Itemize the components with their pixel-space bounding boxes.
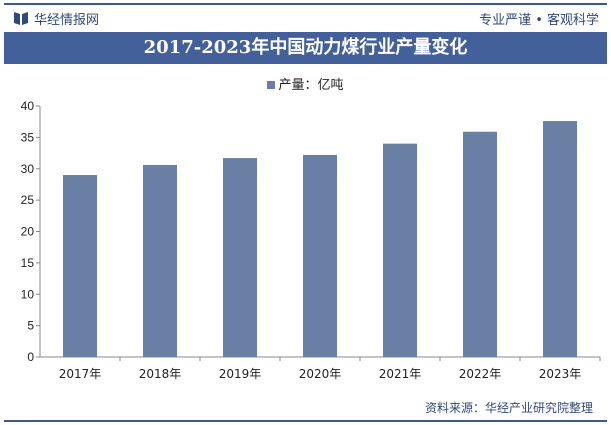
- y-tick-label: 25: [21, 193, 35, 207]
- legend-label: 产量：亿吨: [278, 78, 344, 93]
- x-tick-label: 2022年: [459, 367, 502, 381]
- bottom-rule: [4, 420, 607, 422]
- brand-name: 华经情报网: [34, 13, 100, 28]
- y-tick-label: 35: [21, 130, 35, 144]
- x-tick-label: 2019年: [219, 367, 262, 381]
- bar: [463, 131, 497, 357]
- x-tick-label: 2017年: [59, 367, 102, 381]
- bar: [543, 121, 577, 357]
- y-tick-label: 30: [21, 162, 35, 176]
- book-icon: [14, 12, 28, 25]
- x-tick-label: 2023年: [539, 367, 582, 381]
- chart-title: 2017-2023年中国动力煤行业产量变化: [4, 32, 607, 64]
- brand: 华经情报网: [14, 9, 99, 28]
- x-tick-label: 2020年: [299, 367, 342, 381]
- y-tick-label: 0: [27, 350, 34, 364]
- y-tick-label: 40: [21, 99, 35, 113]
- bar: [383, 143, 417, 357]
- bar: [63, 175, 97, 357]
- bar: [143, 164, 177, 357]
- slogan: 专业严谨 • 客观科学: [479, 13, 599, 28]
- y-tick-label: 20: [21, 225, 35, 239]
- y-tick-label: 15: [21, 256, 35, 270]
- y-tick-label: 5: [27, 319, 34, 333]
- bar: [223, 158, 257, 357]
- source-note: 资料来源：华经产业研究院整理: [424, 401, 593, 415]
- x-tick-label: 2021年: [379, 367, 422, 381]
- legend-swatch: [267, 81, 276, 89]
- x-tick-label: 2018年: [139, 367, 182, 381]
- bar: [303, 154, 337, 357]
- legend: 产量：亿吨: [0, 74, 611, 93]
- top-rule: [4, 3, 607, 5]
- y-tick-label: 10: [21, 287, 35, 301]
